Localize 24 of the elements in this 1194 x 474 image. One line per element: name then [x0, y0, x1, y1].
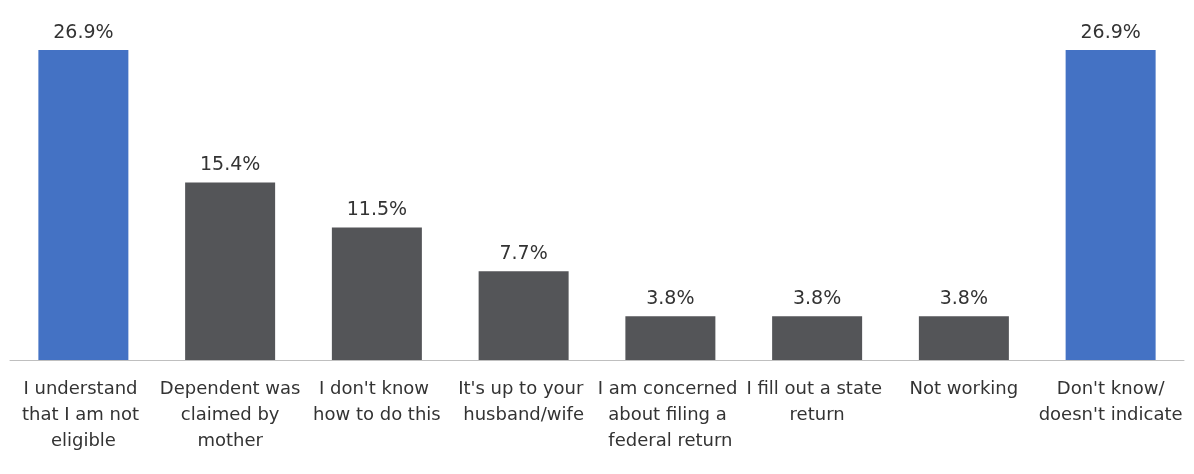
data-label: 26.9% [53, 19, 114, 42]
x-tick-label: I fill out a state return [746, 376, 888, 424]
x-tick-label: Dependent was claimed by mother [159, 376, 301, 450]
bar [38, 50, 129, 360]
bar [772, 316, 863, 360]
x-tick-label: I am concerned about filing a federal return [597, 376, 744, 450]
data-label: 3.8% [939, 285, 989, 308]
bar [1065, 50, 1156, 360]
bar [185, 182, 276, 360]
bar [625, 316, 716, 360]
x-tick-label: Not working [909, 376, 1019, 398]
bar [478, 271, 569, 360]
data-label: 11.5% [346, 196, 408, 219]
x-tick-label: I don't know how to do this [313, 376, 441, 424]
data-label: 26.9% [1080, 19, 1141, 42]
bar [331, 227, 422, 360]
data-label: 3.8% [646, 285, 695, 308]
data-label: 7.7% [499, 240, 548, 263]
bar [918, 316, 1009, 360]
x-tick-label: I understand that I am not eligible [21, 376, 145, 450]
x-tick-label: It's up to your husband/wife [458, 376, 590, 424]
data-label: 15.4% [199, 152, 261, 175]
data-label: 3.8% [792, 285, 842, 308]
x-tick-label: Don't know/doesn't indicate [1038, 376, 1183, 424]
